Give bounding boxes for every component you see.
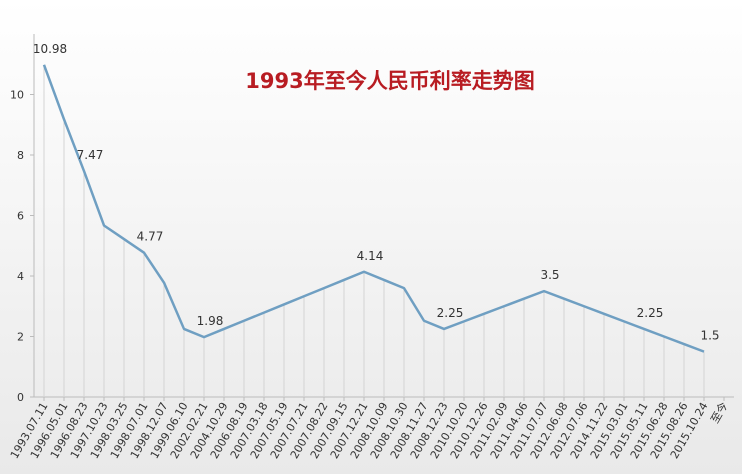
data-label: 3.5	[540, 268, 559, 282]
data-label: 1.5	[700, 329, 719, 343]
data-label: 2.25	[637, 306, 664, 320]
y-tick-label: 6	[17, 210, 24, 223]
data-line	[42, 64, 705, 353]
y-tick-label: 8	[17, 149, 24, 162]
y-tick-label: 4	[17, 270, 24, 283]
y-tick-label: 10	[10, 89, 24, 102]
data-label: 7.47	[77, 148, 104, 162]
data-label: 4.14	[357, 249, 384, 263]
data-label: 2.25	[437, 306, 464, 320]
data-label: 1.98	[197, 314, 224, 328]
y-tick-label: 2	[17, 331, 24, 344]
data-label: 10.98	[33, 42, 67, 56]
data-label: 4.77	[137, 230, 164, 244]
y-tick-label: 0	[17, 391, 24, 404]
chart-title: 1993年至今人民币利率走势图	[245, 69, 534, 93]
